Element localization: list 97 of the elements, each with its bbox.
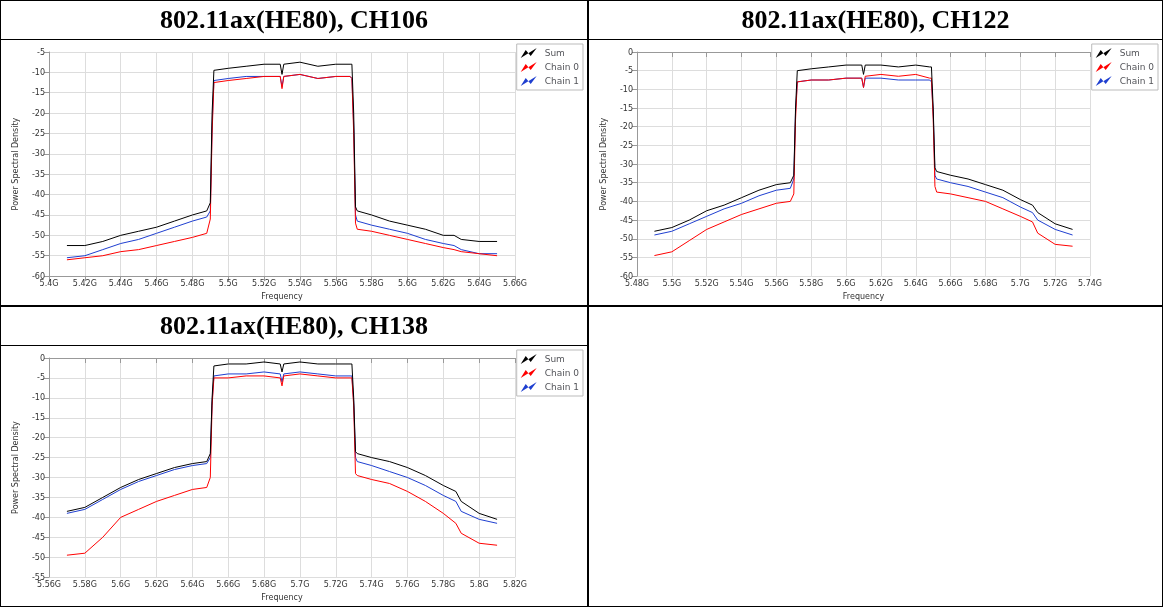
x-tick-label: 5.62G: [868, 278, 893, 288]
x-tick-label: 5.56G: [323, 278, 348, 288]
chart-title: 802.11ax(HE80), CH138: [1, 307, 587, 346]
y-tick-label: -20: [31, 108, 45, 118]
x-tick-label: 5.64G: [467, 278, 492, 288]
x-tick-label: 5.68G: [973, 278, 998, 288]
legend-label: Chain 0: [1119, 62, 1155, 72]
x-tick-label: 5.52G: [694, 278, 719, 288]
x-tick-label: 5.7G: [290, 579, 310, 589]
y-tick-label: -30: [31, 149, 45, 159]
x-tick-label: 5.6G: [111, 579, 131, 589]
x-tick-label: 5.6G: [398, 278, 417, 288]
x-tick-label: 5.72G: [1043, 278, 1068, 288]
y-tick-label: -10: [31, 393, 45, 403]
y-tick-label: 0: [39, 353, 45, 363]
legend-label: Chain 0: [544, 62, 580, 72]
chart-title: 802.11ax(HE80), CH106: [1, 1, 587, 40]
x-tick-label: 5.62G: [431, 278, 456, 288]
x-tick-label: 5.46G: [144, 278, 169, 288]
x-tick-label: 5.82G: [502, 579, 528, 589]
legend-label: Chain 0: [544, 368, 580, 378]
y-tick-label: -40: [619, 196, 633, 206]
y-tick-label: -50: [31, 552, 45, 562]
x-tick-label: 5.58G: [359, 278, 384, 288]
x-tick-label: 5.66G: [502, 278, 528, 288]
x-tick-label: 5.52G: [252, 278, 277, 288]
y-tick-label: -55: [31, 251, 45, 261]
x-tick-label: 5.5G: [662, 278, 682, 288]
x-axis-title: Frequency: [261, 291, 303, 301]
y-axis-title: Power Spectral Density: [10, 420, 20, 514]
x-tick-label: 5.48G: [624, 278, 650, 288]
legend-label: Sum: [544, 48, 565, 58]
x-axis-title: Frequency: [261, 592, 303, 602]
x-tick-label: 5.64G: [180, 579, 205, 589]
y-tick-label: -10: [31, 67, 45, 77]
y-tick-label: -5: [625, 66, 633, 76]
y-tick-label: -20: [619, 122, 633, 132]
y-tick-label: -55: [619, 252, 633, 262]
y-tick-label: -35: [31, 169, 45, 179]
x-tick-label: 5.44G: [108, 278, 133, 288]
y-tick-label: -35: [619, 178, 633, 188]
x-tick-label: 5.58G: [799, 278, 824, 288]
y-tick-label: -15: [619, 103, 633, 113]
y-tick-label: -5: [37, 373, 45, 383]
x-tick-label: 5.66G: [216, 579, 241, 589]
x-tick-label: 5.56G: [764, 278, 789, 288]
y-tick-label: -15: [31, 413, 45, 423]
x-tick-label: 5.64G: [903, 278, 928, 288]
y-tick-label: -15: [31, 88, 45, 98]
legend-label: Sum: [544, 354, 565, 364]
x-tick-label: 5.76G: [395, 579, 420, 589]
x-tick-label: 5.54G: [729, 278, 754, 288]
y-axis-title: Power Spectral Density: [598, 117, 608, 211]
x-tick-label: 5.5G: [218, 278, 238, 288]
y-tick-label: -25: [619, 140, 633, 150]
x-tick-label: 5.48G: [180, 278, 205, 288]
x-tick-label: 5.72G: [323, 579, 348, 589]
x-tick-label: 5.58G: [72, 579, 97, 589]
y-tick-label: -45: [31, 532, 45, 542]
x-tick-label: 5.54G: [287, 278, 312, 288]
x-tick-label: 5.6G: [836, 278, 856, 288]
x-tick-label: 5.74G: [359, 579, 384, 589]
x-tick-label: 5.4G: [39, 278, 59, 288]
legend-label: Chain 1: [1119, 76, 1154, 86]
y-tick-label: 0: [627, 47, 633, 57]
x-tick-label: 5.78G: [431, 579, 456, 589]
legend-label: Chain 1: [544, 382, 579, 392]
y-tick-label: -30: [619, 159, 633, 169]
x-tick-label: 5.8G: [469, 579, 489, 589]
x-tick-label: 5.66G: [938, 278, 963, 288]
y-tick-label: -35: [31, 492, 45, 502]
y-tick-label: -25: [31, 128, 45, 138]
y-tick-label: -5: [37, 47, 45, 57]
y-tick-label: -10: [619, 84, 633, 94]
y-tick-label: -60: [619, 271, 633, 281]
x-tick-label: 5.7G: [1010, 278, 1030, 288]
legend-label: Sum: [1119, 48, 1140, 58]
y-tick-label: -55: [31, 572, 45, 582]
x-tick-label: 5.68G: [252, 579, 277, 589]
y-tick-label: -20: [31, 433, 45, 443]
x-tick-label: 5.74G: [1077, 278, 1103, 288]
x-axis-title: Frequency: [842, 291, 885, 301]
y-tick-label: -30: [31, 473, 45, 483]
x-tick-label: 5.56G: [36, 579, 62, 589]
y-tick-label: -25: [31, 453, 45, 463]
y-tick-label: -60: [31, 271, 45, 281]
y-axis-title: Power Spectral Density: [10, 117, 20, 211]
y-tick-label: -45: [619, 215, 633, 225]
y-tick-label: -50: [619, 234, 633, 244]
legend-label: Chain 1: [544, 76, 579, 86]
y-tick-label: -40: [31, 512, 45, 522]
y-tick-label: -40: [31, 190, 45, 200]
x-tick-label: 5.62G: [144, 579, 169, 589]
y-tick-label: -45: [31, 210, 45, 220]
chart-title: 802.11ax(HE80), CH122: [589, 1, 1162, 40]
y-tick-label: -50: [31, 230, 45, 240]
x-tick-label: 5.42G: [72, 278, 97, 288]
